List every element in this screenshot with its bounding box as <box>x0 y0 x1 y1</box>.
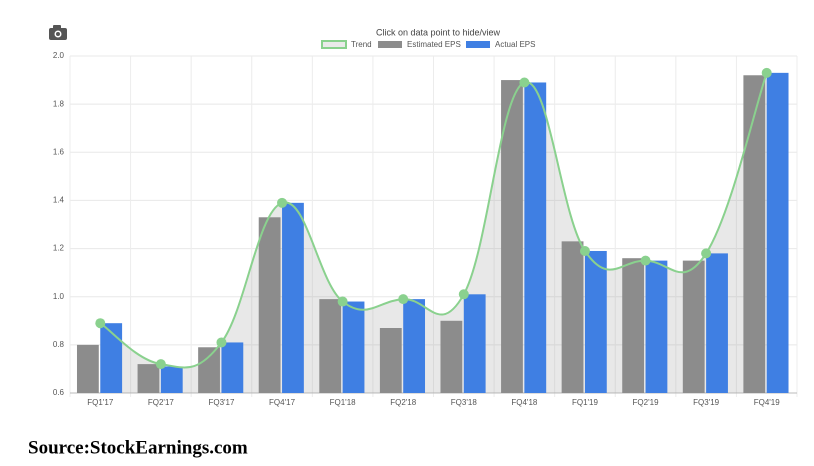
bar[interactable] <box>584 250 607 393</box>
bar[interactable] <box>561 241 584 393</box>
bar[interactable] <box>645 260 668 393</box>
trend-point[interactable] <box>640 255 651 266</box>
y-tick-label: 1.6 <box>53 147 65 156</box>
trend-point[interactable] <box>458 289 469 300</box>
trend-point[interactable] <box>337 296 348 307</box>
bar[interactable] <box>622 258 645 393</box>
x-tick-label: FQ1'19 <box>572 398 599 407</box>
chart-title: Click on data point to hide/view <box>376 27 501 37</box>
bar[interactable] <box>342 301 365 393</box>
trend-point[interactable] <box>155 359 166 370</box>
y-tick-label: 0.8 <box>53 340 65 349</box>
trend-point[interactable] <box>95 318 106 329</box>
x-tick-label: FQ1'17 <box>87 398 114 407</box>
trend-point[interactable] <box>761 67 772 78</box>
trend-point[interactable] <box>701 248 712 259</box>
bar[interactable] <box>76 344 99 393</box>
trend-point[interactable] <box>216 337 227 348</box>
x-tick-label: FQ3'18 <box>451 398 478 407</box>
x-tick-label: FQ2'18 <box>390 398 417 407</box>
legend-label[interactable]: Actual EPS <box>495 40 535 49</box>
bar[interactable] <box>403 299 426 393</box>
bar[interactable] <box>282 202 304 393</box>
legend-label[interactable]: Estimated EPS <box>407 40 461 49</box>
bar[interactable] <box>319 299 342 393</box>
x-tick-label: FQ2'19 <box>633 398 660 407</box>
trend-point[interactable] <box>277 197 288 208</box>
bar[interactable] <box>198 347 220 393</box>
bar[interactable] <box>258 217 281 393</box>
trend-point[interactable] <box>398 294 409 305</box>
bar[interactable] <box>100 323 123 393</box>
bar[interactable] <box>160 366 183 393</box>
trend-point[interactable] <box>519 77 530 88</box>
y-tick-label: 1.0 <box>53 292 65 301</box>
legend-swatch[interactable] <box>321 40 347 49</box>
legend-swatch[interactable] <box>378 41 402 48</box>
bar[interactable] <box>137 364 160 393</box>
bar[interactable] <box>379 328 402 393</box>
x-tick-label: FQ1'18 <box>330 398 357 407</box>
camera-icon[interactable] <box>49 25 67 40</box>
bar[interactable] <box>743 75 766 393</box>
x-tick-label: FQ4'18 <box>511 398 538 407</box>
y-tick-label: 1.2 <box>53 244 65 253</box>
bar[interactable] <box>221 342 244 393</box>
legend-swatch[interactable] <box>466 41 490 48</box>
bar[interactable] <box>501 80 523 394</box>
x-tick-label: FQ3'17 <box>208 398 235 407</box>
y-tick-label: 1.8 <box>53 99 65 108</box>
y-tick-label: 2.0 <box>53 51 65 60</box>
bar[interactable] <box>766 72 789 393</box>
x-tick-label: FQ4'17 <box>269 398 296 407</box>
y-tick-label: 0.6 <box>53 388 65 397</box>
bar[interactable] <box>524 82 547 393</box>
x-tick-label: FQ2'17 <box>148 398 175 407</box>
legend-label[interactable]: Trend <box>351 40 372 49</box>
bar[interactable] <box>463 294 486 393</box>
x-tick-label: FQ3'19 <box>693 398 720 407</box>
bar[interactable] <box>706 253 728 393</box>
bar[interactable] <box>440 320 463 393</box>
x-tick-label: FQ4'19 <box>754 398 781 407</box>
trend-point[interactable] <box>579 245 590 256</box>
y-tick-label: 1.4 <box>53 196 65 205</box>
bar[interactable] <box>682 260 705 393</box>
source: Source:StockEarnings.com <box>28 437 248 458</box>
